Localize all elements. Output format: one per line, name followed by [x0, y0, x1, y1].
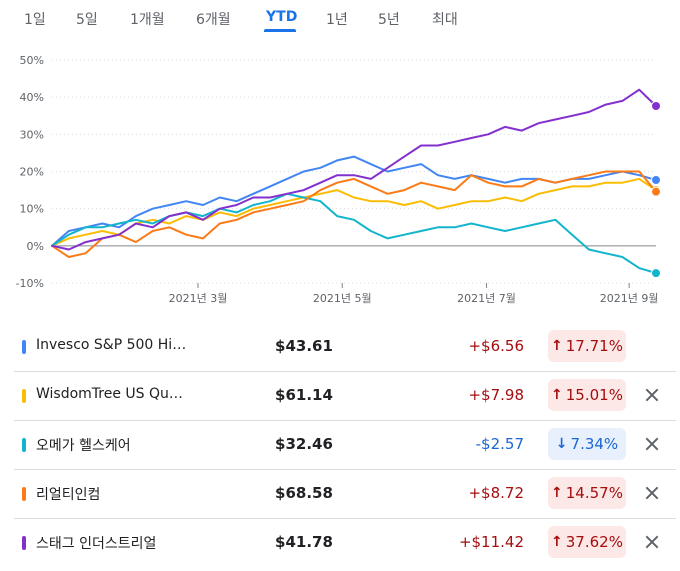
arrow-icon: ↑ — [551, 338, 563, 354]
tab-ytd[interactable]: YTD — [266, 9, 298, 25]
tab-6m[interactable]: 6개월 — [196, 12, 231, 28]
holding-name: 오메가 헬스케어 — [36, 438, 131, 454]
close-icon[interactable] — [641, 482, 663, 504]
holding-row[interactable]: 오메가 헬스케어 $32.46 -$2.57 ↓ 7.34% — [14, 420, 676, 470]
series-end-point — [651, 175, 661, 186]
holding-name: WisdomTree US Qu… — [36, 386, 183, 402]
y-tick-label: 10% — [20, 203, 44, 216]
holding-row[interactable]: Invesco S&P 500 Hi… $43.61 +$6.56 ↑ 17.71… — [14, 322, 676, 372]
series-line — [51, 170, 657, 258]
percent-change-value: 15.01% — [565, 386, 623, 404]
holding-price: $41.78 — [275, 533, 333, 551]
series-color-swatch — [22, 340, 26, 354]
x-tick-label: 2021년 9월 — [600, 292, 659, 305]
tab-5y[interactable]: 5년 — [378, 12, 400, 28]
tab-1m[interactable]: 1개월 — [130, 12, 165, 28]
holding-change: +$6.56 — [468, 337, 524, 355]
performance-chart: 50% 40% 30% 20% 10% 0% -10% 2021년 3월 2021년 5월 202… — [16, 54, 661, 305]
active-tab-indicator — [264, 29, 296, 32]
y-tick-label: 30% — [20, 128, 44, 141]
series-line — [51, 177, 657, 247]
series-color-swatch — [22, 438, 26, 452]
percent-change-value: 14.57% — [565, 484, 623, 502]
arrow-icon: ↑ — [551, 387, 563, 403]
close-icon[interactable] — [641, 384, 663, 406]
percent-change-value: 37.62% — [565, 533, 623, 551]
holding-change: -$2.57 — [475, 435, 524, 453]
holding-price: $68.58 — [275, 484, 333, 502]
holding-name: 리얼티인컴 — [36, 487, 101, 503]
series-line — [51, 88, 657, 251]
holding-price: $43.61 — [275, 337, 333, 355]
tab-max[interactable]: 최대 — [432, 12, 458, 28]
percent-change-value: 17.71% — [565, 337, 623, 355]
holding-row[interactable]: 스태그 인더스트리얼 $41.78 +$11.42 ↑ 37.62% — [14, 518, 676, 567]
y-tick-label: 40% — [20, 91, 44, 104]
percent-change-badge: ↓ 7.34% — [548, 428, 626, 460]
series-end-point — [651, 101, 661, 112]
holding-name: 스태그 인더스트리얼 — [36, 536, 157, 552]
holding-change: +$11.42 — [458, 533, 524, 551]
series-end-point — [651, 268, 661, 279]
percent-change-badge: ↑ 37.62% — [548, 526, 626, 558]
percent-change-badge: ↑ 17.71% — [548, 330, 626, 362]
percent-change-badge: ↑ 14.57% — [548, 477, 626, 509]
series-end-point — [651, 186, 661, 197]
series-color-swatch — [22, 536, 26, 550]
series-color-swatch — [22, 487, 26, 501]
percent-change-badge: ↑ 15.01% — [548, 379, 626, 411]
close-icon[interactable] — [641, 531, 663, 553]
y-tick-label: 0% — [27, 240, 44, 253]
tab-1d[interactable]: 1일 — [24, 12, 46, 28]
x-tick-label: 2021년 5월 — [313, 292, 372, 305]
y-tick-label: 50% — [20, 54, 44, 67]
holding-change: +$8.72 — [468, 484, 524, 502]
y-tick-label: -10% — [16, 277, 44, 290]
arrow-icon: ↑ — [551, 534, 563, 550]
series-line — [51, 192, 657, 275]
y-tick-label: 20% — [20, 166, 44, 179]
range-tabs: 1일 5일 1개월 6개월 YTD 1년 5년 최대 — [0, 0, 680, 34]
series-line — [51, 155, 657, 247]
percent-change-value: 7.34% — [570, 435, 619, 453]
holding-row[interactable]: WisdomTree US Qu… $61.14 +$7.98 ↑ 15.01% — [14, 371, 676, 421]
close-icon[interactable] — [641, 433, 663, 455]
holding-price: $32.46 — [275, 435, 333, 453]
arrow-icon: ↓ — [555, 436, 568, 452]
tab-5d[interactable]: 5일 — [76, 12, 98, 28]
series-color-swatch — [22, 389, 26, 403]
x-tick-label: 2021년 3월 — [169, 292, 228, 305]
holding-name: Invesco S&P 500 Hi… — [36, 337, 187, 353]
holding-row[interactable]: 리얼티인컴 $68.58 +$8.72 ↑ 14.57% — [14, 469, 676, 519]
tab-1y[interactable]: 1년 — [326, 12, 348, 28]
holding-price: $61.14 — [275, 386, 333, 404]
arrow-icon: ↑ — [551, 485, 563, 501]
x-tick-label: 2021년 7월 — [457, 292, 516, 305]
holding-change: +$7.98 — [468, 386, 524, 404]
